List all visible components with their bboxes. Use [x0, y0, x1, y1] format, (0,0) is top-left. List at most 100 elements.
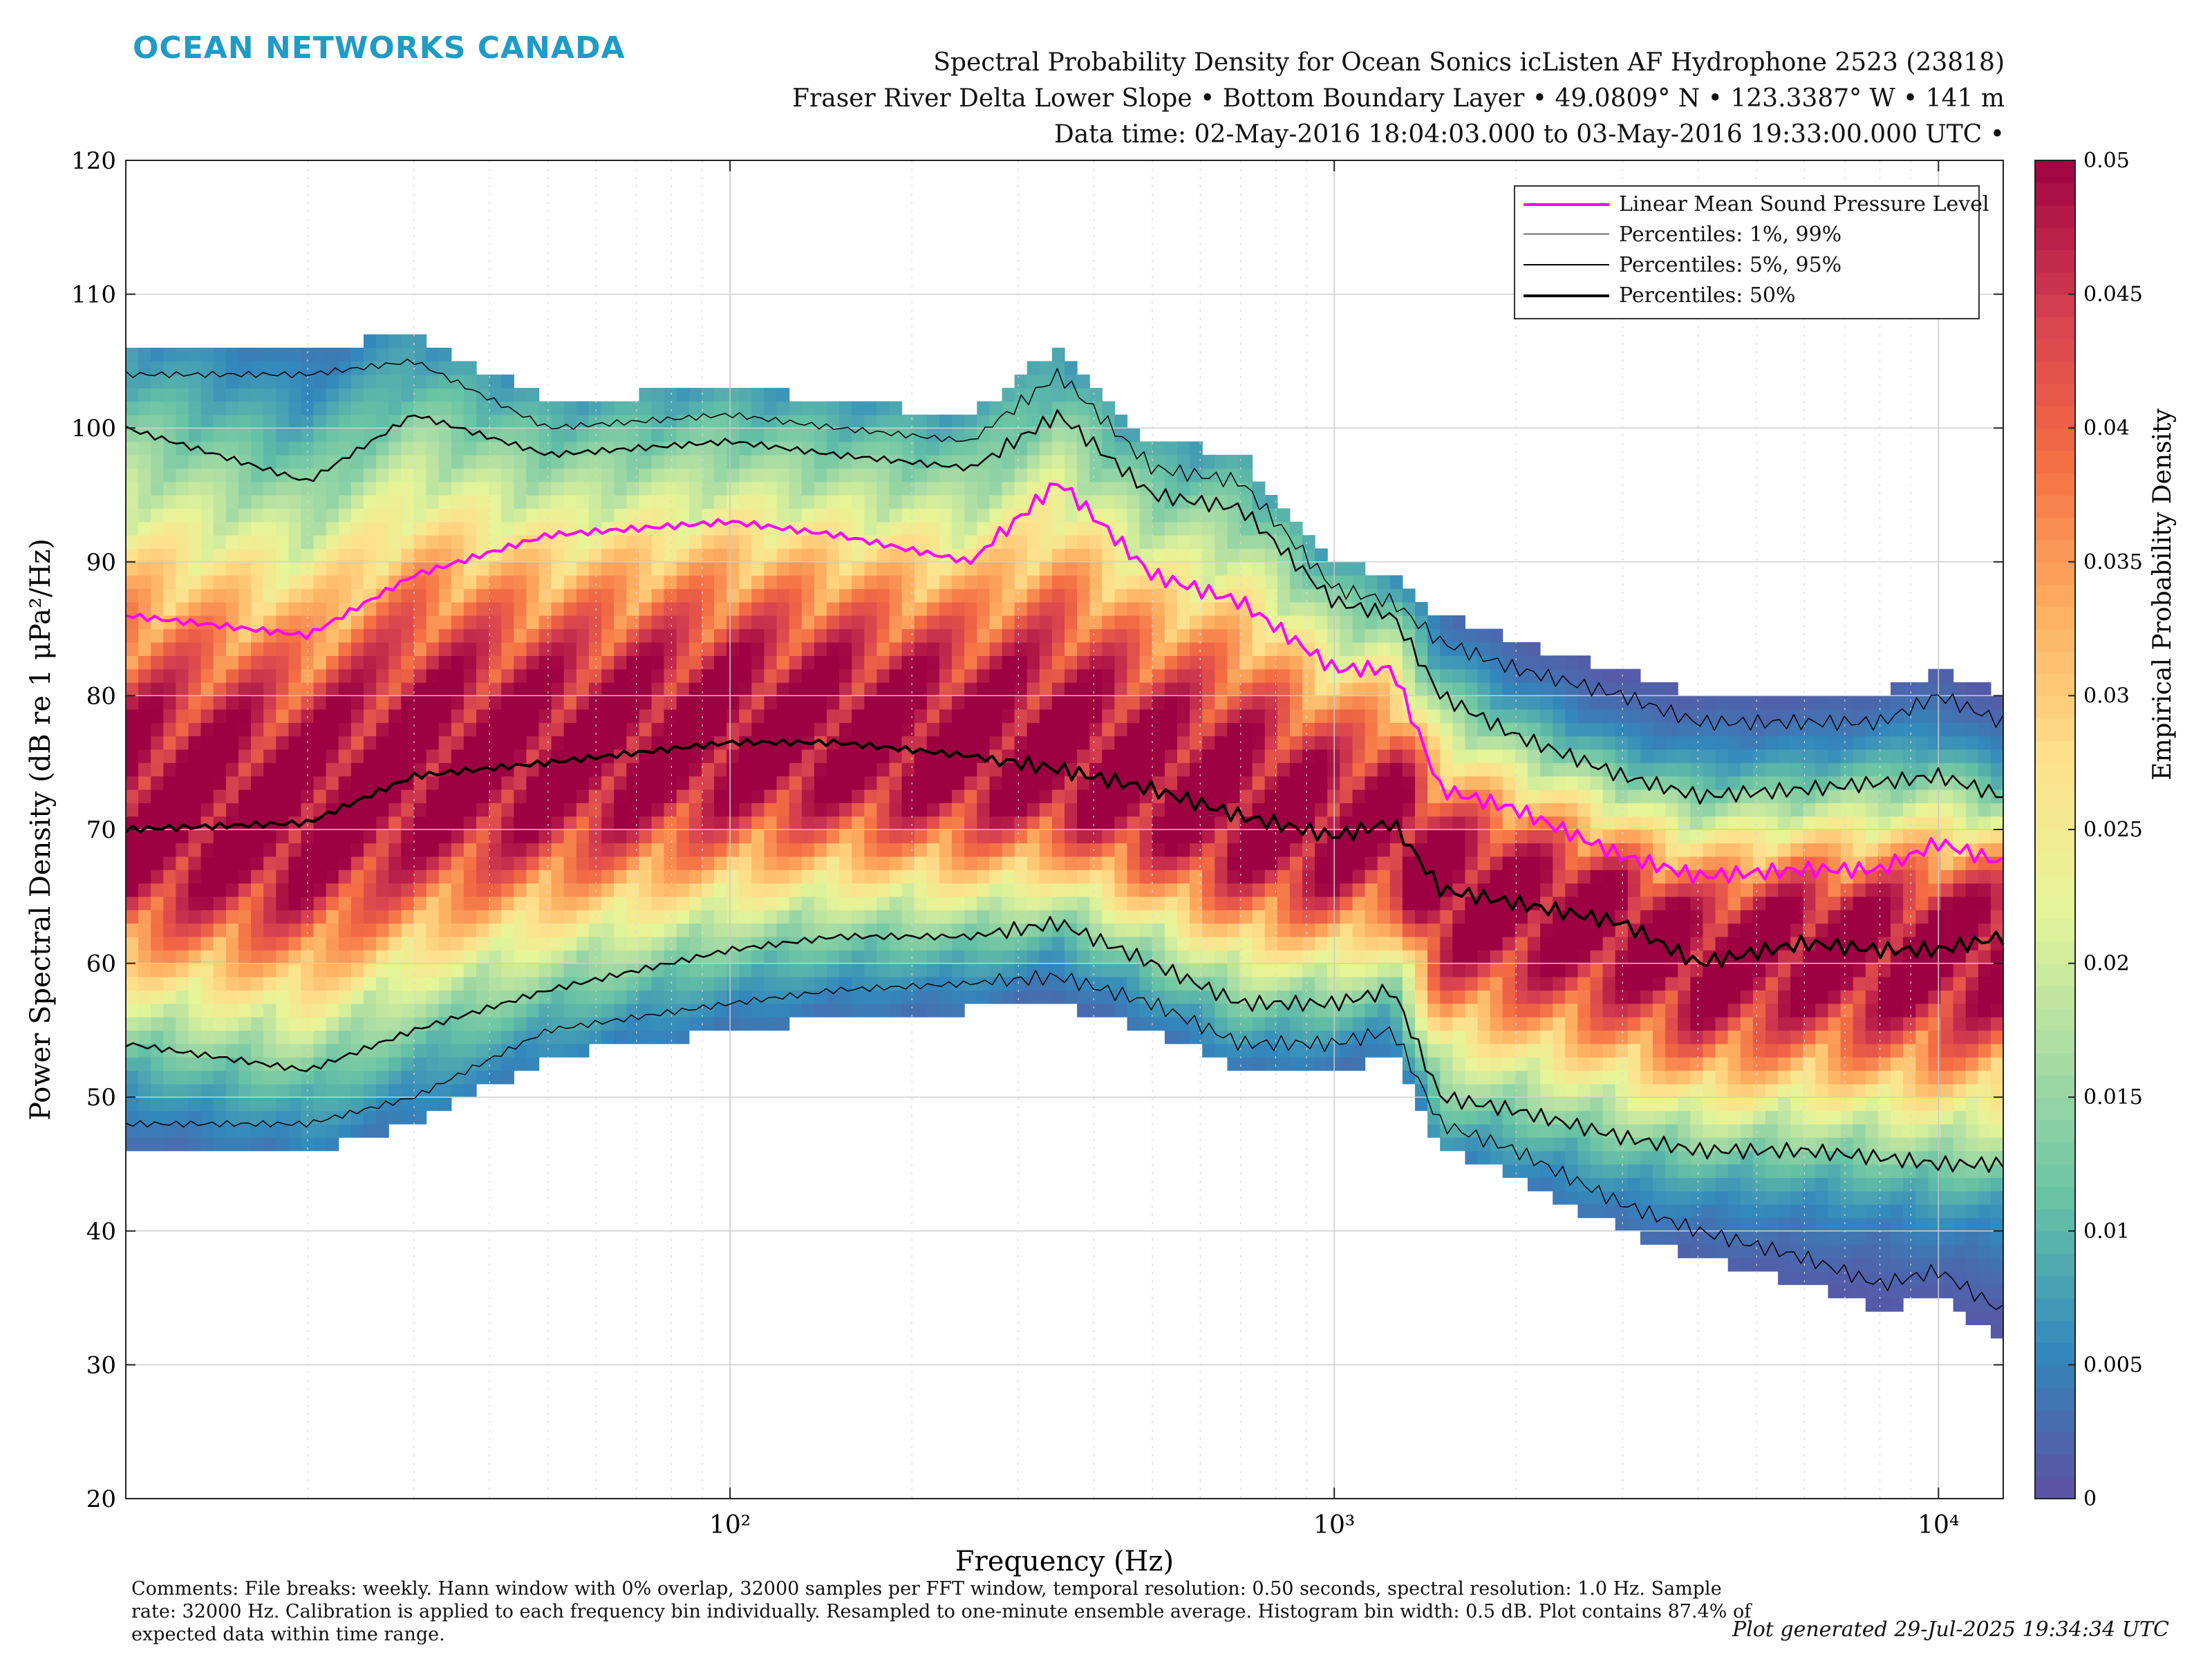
heatmap-cell: [1277, 575, 1291, 590]
heatmap-cell: [614, 628, 627, 643]
heatmap-cell: [614, 481, 627, 496]
heatmap-cell: [401, 830, 414, 843]
heatmap-cell: [814, 722, 827, 737]
heatmap-cell: [538, 1003, 552, 1018]
heatmap-cell: [751, 468, 765, 482]
heatmap-cell: [438, 682, 452, 696]
heatmap-cell: [676, 749, 690, 763]
heatmap-cell: [814, 816, 827, 830]
heatmap-cell: [138, 601, 151, 616]
heatmap-cell: [626, 642, 639, 656]
heatmap-column: [338, 348, 352, 1138]
heatmap-cell: [739, 668, 752, 683]
heatmap-cell: [1164, 923, 1178, 937]
heatmap-cell: [639, 977, 653, 991]
heatmap-cell: [176, 348, 189, 362]
heatmap-cell: [852, 803, 865, 817]
heatmap-cell: [413, 722, 427, 737]
heatmap-column: [313, 348, 327, 1152]
heatmap-cell: [1340, 870, 1353, 884]
heatmap-column: [151, 348, 164, 1152]
heatmap-cell: [388, 1070, 402, 1085]
heatmap-cell: [213, 628, 227, 643]
heatmap-cell: [401, 1110, 414, 1125]
heatmap-cell: [1315, 682, 1328, 696]
heatmap-cell: [701, 803, 715, 817]
heatmap-cell: [939, 468, 953, 482]
heatmap-cell: [701, 428, 715, 442]
heatmap-cell: [1340, 776, 1353, 790]
heatmap-cell: [238, 695, 252, 710]
heatmap-cell: [138, 361, 151, 375]
heatmap-cell: [839, 468, 852, 482]
heatmap-cell: [438, 655, 452, 670]
heatmap-cell: [964, 468, 977, 482]
heatmap-cell: [676, 910, 690, 924]
heatmap-cell: [1164, 628, 1178, 643]
heatmap-cell: [1340, 990, 1353, 1004]
heatmap-cell: [664, 642, 677, 656]
heatmap-cell: [364, 1030, 377, 1044]
heatmap-cell: [213, 1043, 227, 1058]
heatmap-cell: [514, 428, 527, 442]
heatmap-cell: [727, 816, 740, 830]
heatmap-column: [1127, 428, 1141, 1031]
heatmap-cell: [313, 535, 327, 550]
heatmap-cell: [538, 454, 552, 469]
heatmap-cell: [276, 896, 289, 910]
heatmap-cell: [1014, 414, 1028, 429]
heatmap-cell: [1039, 923, 1053, 937]
heatmap-cell: [814, 963, 827, 977]
heatmap-cell: [326, 762, 339, 777]
heatmap-cell: [551, 1003, 565, 1018]
heatmap-cell: [1152, 548, 1165, 563]
heatmap-cell: [877, 870, 890, 884]
heatmap-cell: [426, 668, 440, 683]
heatmap-cell: [977, 521, 990, 536]
heatmap-cell: [364, 655, 377, 670]
heatmap-cell: [827, 883, 840, 897]
heatmap-cell: [864, 575, 877, 590]
heatmap-cell: [426, 1070, 440, 1085]
heatmap-cell: [151, 348, 164, 362]
heatmap-cell: [939, 642, 953, 656]
heatmap-cell: [514, 856, 527, 870]
heatmap-cell: [776, 963, 790, 977]
heatmap-cell: [839, 762, 852, 777]
heatmap-cell: [213, 709, 227, 723]
heatmap-cell: [814, 789, 827, 803]
heatmap-cell: [676, 977, 690, 991]
heatmap-cell: [188, 575, 202, 590]
heatmap-cell: [438, 642, 452, 656]
heatmap-cell: [501, 1017, 514, 1031]
heatmap-cell: [914, 923, 928, 937]
heatmap-cell: [1039, 789, 1053, 803]
heatmap-cell: [1114, 910, 1128, 924]
heatmap-cell: [989, 655, 1003, 670]
heatmap-cell: [338, 535, 352, 550]
heatmap-cell: [251, 374, 264, 388]
heatmap-cell: [1114, 709, 1128, 723]
heatmap-cell: [1289, 963, 1303, 977]
heatmap-cell: [126, 628, 139, 643]
heatmap-cell: [739, 575, 752, 590]
heatmap-cell: [401, 628, 414, 643]
heatmap-cell: [952, 735, 965, 750]
heatmap-cell: [1277, 977, 1291, 991]
heatmap-cell: [614, 910, 627, 924]
heatmap-cell: [764, 789, 778, 803]
heatmap-cell: [489, 1017, 502, 1031]
heatmap-cell: [701, 601, 715, 616]
heatmap-cell: [200, 1030, 214, 1044]
heatmap-cell: [413, 468, 427, 482]
heatmap-cell: [901, 856, 915, 870]
heatmap-cell: [301, 642, 315, 656]
heatmap-cell: [364, 374, 377, 388]
heatmap-cell: [1202, 508, 1215, 523]
heatmap-cell: [426, 508, 440, 523]
heatmap-cell: [701, 923, 715, 937]
heatmap-cell: [276, 508, 289, 523]
heatmap-cell: [1202, 830, 1215, 843]
heatmap-cell: [1227, 936, 1241, 950]
heatmap-cell: [601, 668, 615, 683]
